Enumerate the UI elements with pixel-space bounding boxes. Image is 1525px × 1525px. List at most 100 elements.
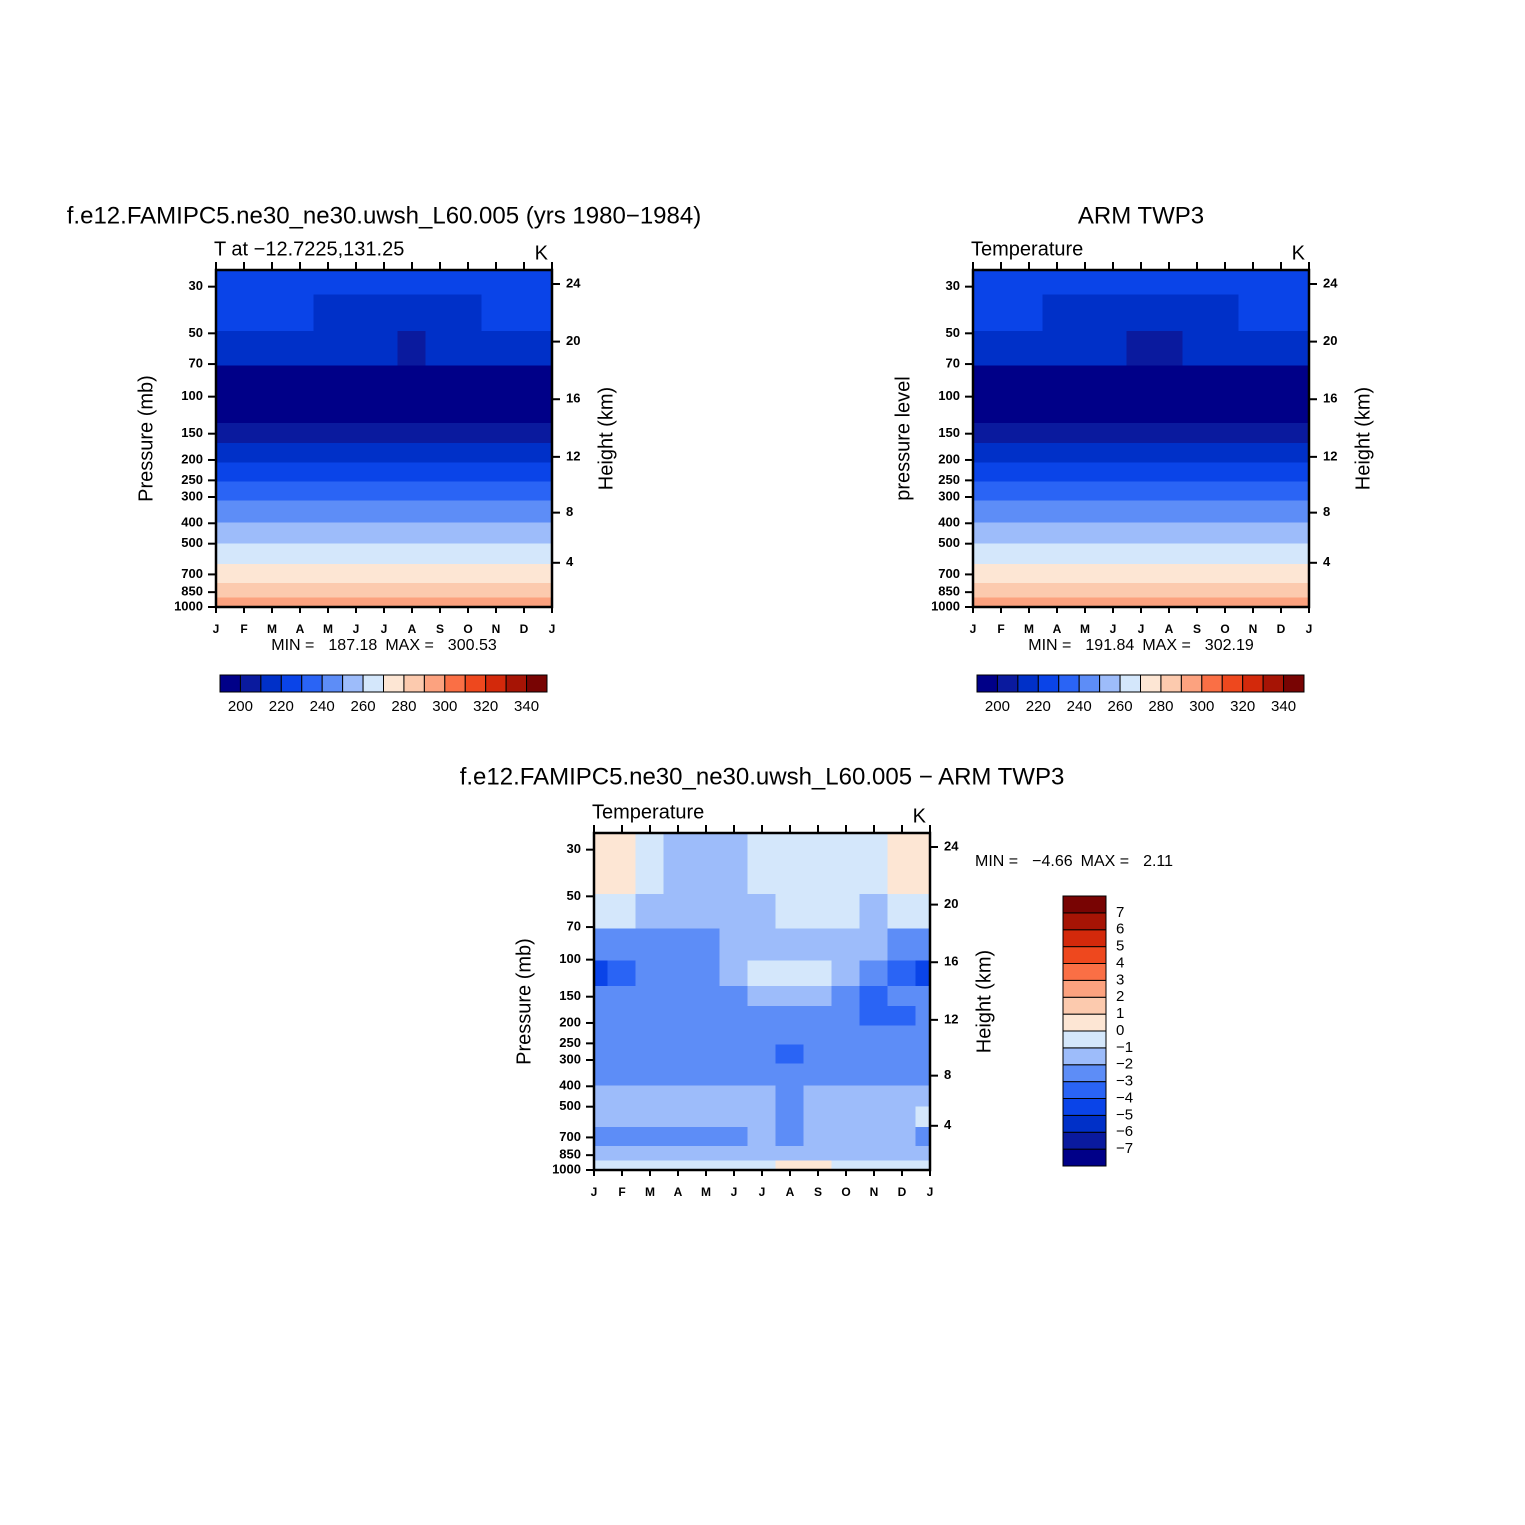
colorbar-label: 300 [1189, 698, 1214, 715]
contour-cell [887, 857, 917, 895]
contour-cell [1154, 294, 1184, 332]
contour-cell [803, 986, 833, 1007]
contour-cell [915, 832, 931, 859]
contour-cell [986, 522, 1016, 545]
contour-cell [1238, 582, 1268, 599]
contour-cell [915, 1044, 931, 1065]
contour-cell [719, 928, 749, 961]
contour-cell [635, 960, 665, 987]
contour-cell [831, 894, 861, 930]
units: K [913, 805, 927, 827]
colorbar-box [260, 674, 282, 693]
contour-cell [215, 397, 231, 424]
contour-cell [509, 397, 539, 424]
contour-cell [481, 294, 511, 332]
y-tick-label: 100 [938, 388, 960, 403]
contour-cell [1098, 331, 1128, 367]
contour-cell [257, 582, 287, 599]
contour-cell [986, 331, 1016, 367]
contour-cell [663, 1145, 693, 1162]
x-tick-label: A [786, 1185, 795, 1199]
contour-cell [397, 597, 427, 608]
contour-cell [313, 397, 343, 424]
contour-cell [425, 397, 455, 424]
contour-cell [635, 1085, 665, 1108]
y-tick-label: 70 [946, 355, 960, 370]
contour-cell [1210, 331, 1240, 367]
colorbar-label: 320 [473, 698, 498, 715]
contour-cell [635, 894, 665, 930]
contour-cell [831, 1005, 861, 1027]
x-tick-label: J [970, 622, 977, 636]
y-tick-label: 700 [938, 566, 960, 581]
colorbar-box [321, 674, 344, 693]
contour-cell [1070, 500, 1100, 523]
colorbar-box [1262, 674, 1285, 693]
contour-cell [537, 543, 553, 565]
contour-cell [1210, 269, 1240, 296]
contour-cell [915, 1063, 931, 1086]
contour-cell [593, 1044, 609, 1065]
contour-cell [915, 857, 931, 895]
colorbar-box [1017, 674, 1039, 693]
x-tick-label: J [353, 622, 360, 636]
contour-cell [915, 1025, 931, 1046]
contour-cell [1070, 543, 1100, 565]
contour-cell [1042, 397, 1072, 424]
contour-cell [831, 1126, 861, 1147]
colorbar-label: 240 [310, 698, 335, 715]
contour-cell [719, 1126, 749, 1147]
contour-cell [537, 331, 553, 367]
contour-cell [831, 1145, 861, 1162]
contour-cell [397, 481, 427, 502]
contour-cell [831, 928, 861, 961]
contour-cell [1014, 500, 1044, 523]
contour-cell [1098, 481, 1128, 502]
x-tick-label: M [645, 1185, 655, 1199]
y-axis-label: Pressure (mb) [513, 938, 535, 1065]
contour-cell [859, 1126, 889, 1147]
colorbar-label: 300 [432, 698, 457, 715]
contour-cell [1238, 269, 1268, 296]
contour-cell [803, 894, 833, 930]
contour-cell [215, 365, 231, 398]
contour-cell [369, 582, 399, 599]
contour-cell [719, 1005, 749, 1027]
colorbar-label: −4 [1116, 1089, 1133, 1106]
colorbar-box [1062, 1098, 1107, 1116]
contour-cell [257, 500, 287, 523]
y-tick-label: 30 [189, 278, 203, 293]
contour-cell [1098, 269, 1128, 296]
contour-cell [1238, 462, 1268, 483]
contour-cell [313, 331, 343, 367]
contour-cell [719, 1145, 749, 1162]
y-tick-label: 500 [559, 1098, 581, 1113]
colorbar-box [1119, 674, 1141, 693]
contour-cell [215, 423, 231, 444]
contour-cell [509, 597, 539, 608]
x-tick-label: A [1053, 622, 1062, 636]
contour-cell [257, 442, 287, 464]
contour-cell [803, 1025, 833, 1046]
contour-cell [425, 543, 455, 565]
y-tick-label: 200 [559, 1014, 581, 1029]
x-tick-label: J [1110, 622, 1117, 636]
contour-cell [1014, 294, 1044, 332]
colorbar-label: 340 [514, 698, 539, 715]
colorbar-label: 4 [1116, 954, 1124, 971]
contour-cell [453, 423, 483, 444]
contour-cell [915, 894, 931, 930]
colorbar-box [464, 674, 487, 693]
contour-cell [1266, 543, 1296, 565]
contour-cell [1210, 365, 1240, 398]
contour-cell [1070, 365, 1100, 398]
contour-cell [691, 928, 721, 961]
y-tick-label: 500 [181, 535, 203, 550]
contour-cell [1126, 442, 1156, 464]
contour-cell [397, 543, 427, 565]
x-tick-label: D [1277, 622, 1286, 636]
contour-cell [257, 462, 287, 483]
contour-cell [635, 928, 665, 961]
contour-cell [859, 894, 889, 930]
